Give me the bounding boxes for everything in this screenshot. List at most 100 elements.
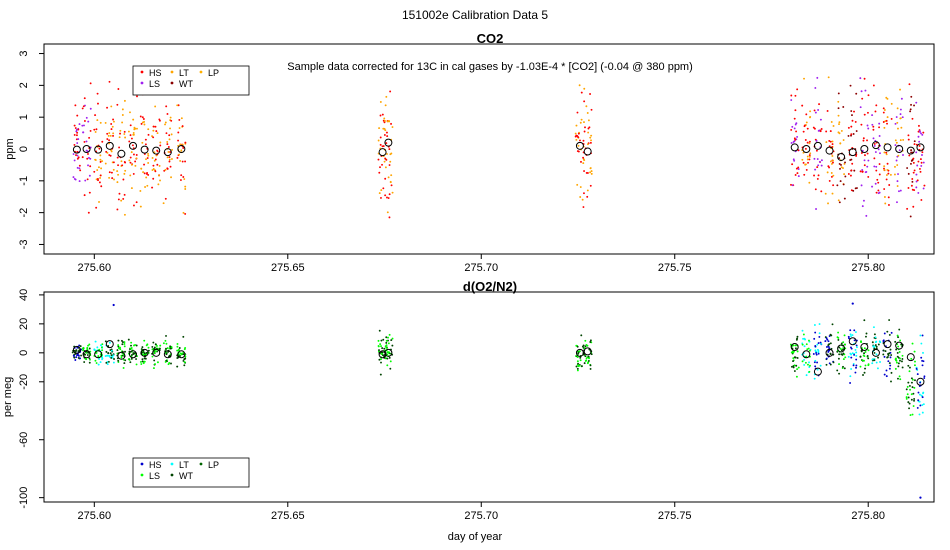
- o2-data-point: [852, 362, 855, 365]
- co2-data-point: [135, 201, 138, 204]
- o2-data-point: [899, 357, 901, 360]
- o2-data-point: [888, 362, 891, 365]
- co2-data-point: [141, 116, 144, 119]
- o2-data-point: [882, 339, 885, 342]
- o2-data-point: [378, 329, 381, 332]
- co2-data-point: [803, 173, 806, 176]
- o2-data-point: [875, 361, 878, 364]
- co2-data-point: [814, 168, 817, 171]
- co2-data-point: [582, 162, 585, 165]
- co2-data-point: [100, 167, 103, 170]
- co2-data-point: [110, 128, 113, 131]
- co2-data-point: [886, 116, 889, 119]
- co2-data-point: [878, 135, 881, 137]
- co2-data-point: [864, 171, 867, 174]
- co2-data-point: [166, 141, 169, 143]
- co2-data-point: [850, 133, 853, 136]
- co2-data-point: [864, 89, 867, 92]
- co2-data-point: [897, 154, 900, 157]
- o2-data-point: [887, 353, 889, 355]
- co2-data-point: [918, 167, 921, 170]
- co2-data-point: [894, 139, 897, 142]
- o2-data-point: [387, 336, 389, 339]
- o2-data-point: [380, 345, 382, 348]
- co2-data-point: [76, 166, 79, 169]
- co2-data-point: [839, 167, 841, 170]
- co2-data-point: [899, 139, 902, 142]
- co2-data-point: [131, 144, 134, 147]
- co2-legend-marker: [140, 81, 144, 85]
- co2-data-point: [583, 100, 586, 103]
- co2-data-point: [899, 108, 902, 111]
- o2-data-point: [584, 345, 587, 348]
- o2-data-point: [851, 334, 854, 337]
- o2-data-point: [864, 350, 867, 353]
- co2-data-point: [860, 90, 863, 93]
- co2-data-point: [159, 144, 162, 147]
- co2-data-point: [806, 155, 809, 158]
- o2-title: d(O2/N2): [463, 279, 517, 294]
- co2-data-point: [867, 127, 870, 130]
- o2-data-point: [180, 352, 183, 355]
- co2-data-point: [805, 163, 807, 166]
- co2-data-point: [907, 138, 910, 141]
- co2-data-point: [94, 114, 97, 117]
- co2-data-point: [154, 125, 157, 128]
- o2-data-point: [899, 339, 902, 342]
- o2-data-point: [912, 405, 915, 407]
- co2-data-point: [121, 108, 124, 111]
- o2-x-tick-label: 275.60: [77, 510, 111, 522]
- co2-data-point: [158, 164, 161, 167]
- o2-data-point: [132, 353, 135, 355]
- co2-data-point: [121, 121, 124, 124]
- o2-data-point: [863, 355, 866, 358]
- co2-data-point: [884, 202, 887, 205]
- co2-data-point: [816, 76, 819, 79]
- o2-y-tick-label: 40: [18, 289, 30, 301]
- o2-data-point: [838, 363, 840, 366]
- co2-data-point: [918, 130, 921, 133]
- o2-data-point: [106, 354, 109, 357]
- o2-data-point: [828, 343, 831, 346]
- co2-panel: CO2 Sample data corrected for 13C in cal…: [4, 31, 935, 274]
- co2-data-point: [885, 96, 888, 99]
- o2-data-point: [182, 335, 185, 338]
- co2-data-point: [169, 116, 172, 119]
- o2-data-point: [887, 360, 890, 363]
- o2-data-point: [590, 353, 593, 356]
- co2-data-point: [890, 102, 893, 105]
- co2-data-point: [72, 176, 75, 179]
- o2-data-point: [112, 361, 115, 364]
- o2-data-point: [124, 350, 126, 353]
- co2-data-point: [76, 142, 79, 144]
- co2-data-point: [75, 134, 78, 137]
- o2-data-point: [577, 352, 580, 355]
- co2-data-point: [586, 143, 589, 146]
- o2-data-point: [842, 365, 844, 368]
- o2-data-point: [168, 354, 171, 357]
- co2-data-point: [168, 134, 171, 137]
- co2-data-point: [78, 123, 81, 126]
- o2-data-point: [580, 365, 583, 368]
- co2-data-point: [184, 212, 187, 215]
- co2-y-tick-label: 3: [18, 50, 30, 56]
- co2-data-point: [177, 131, 180, 134]
- co2-data-point: [888, 204, 890, 206]
- co2-data-point: [109, 134, 112, 137]
- co2-data-point: [920, 161, 923, 164]
- o2-mean-marker: [906, 353, 915, 362]
- o2-data-point: [105, 350, 108, 353]
- o2-data-point: [862, 374, 864, 376]
- co2-data-point: [583, 121, 585, 124]
- co2-data-point: [129, 134, 132, 137]
- co2-data-point: [104, 162, 107, 165]
- co2-data-point: [119, 132, 122, 135]
- o2-data-point: [905, 388, 908, 391]
- co2-data-point: [132, 172, 135, 175]
- o2-data-point: [379, 373, 382, 376]
- co2-data-point: [166, 156, 169, 159]
- o2-data-point: [898, 328, 901, 331]
- co2-data-point: [859, 170, 862, 173]
- o2-data-point: [576, 369, 579, 372]
